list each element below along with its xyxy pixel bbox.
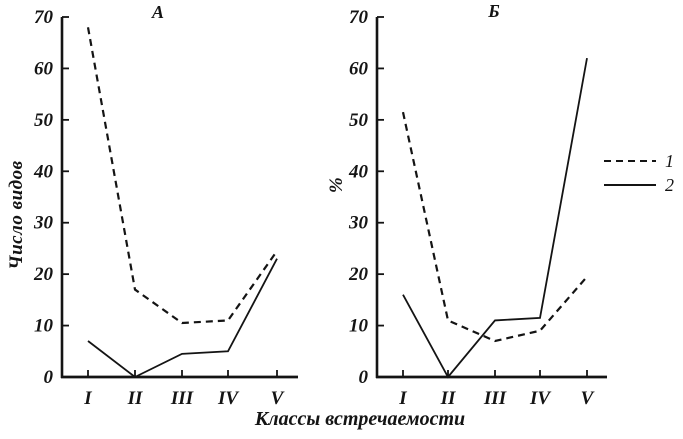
x-tick-label: I (398, 388, 407, 409)
y-tick-label: 20 (348, 264, 369, 285)
y-tick-label: 20 (33, 264, 54, 285)
y-tick-label: 40 (348, 161, 369, 182)
y-tick-label: 60 (349, 58, 369, 79)
chart-b-series-2-line (402, 57, 588, 379)
x-tick-label: IV (217, 388, 239, 409)
chart-a-series-2-line (87, 258, 278, 379)
y-tick-label: 60 (34, 58, 54, 79)
y-tick-label: 10 (349, 316, 369, 337)
legend-label-series-2: 2 (665, 175, 674, 195)
y-tick-label: 50 (349, 110, 369, 131)
y-tick-label: 30 (348, 213, 369, 234)
y-tick-label: 10 (34, 316, 54, 337)
x-tick-label: III (170, 388, 194, 409)
x-tick-label: III (483, 388, 507, 409)
chart-b-series-1-line (401, 111, 588, 343)
legend-label-series-1: 1 (665, 151, 674, 171)
legend-solid-line-sample (604, 184, 656, 186)
y-tick-label: 70 (34, 7, 54, 28)
y-tick-label: 0 (44, 367, 54, 388)
chart-a-y-axis-label: Число видов (6, 160, 27, 270)
legend-item-series-2: 2 (604, 175, 674, 195)
chart-b-y-axis-label: % (326, 176, 347, 194)
legend-dashed-line-sample (604, 160, 656, 162)
chart-a-title: А (151, 2, 164, 22)
x-tick-label: II (440, 388, 456, 409)
x-tick-label: V (271, 388, 285, 409)
legend: 1 2 (604, 151, 674, 195)
x-tick-label: I (83, 388, 92, 409)
y-tick-label: 50 (34, 110, 54, 131)
x-tick-label: II (127, 388, 143, 409)
chart-a-series-1-line (86, 27, 278, 325)
y-tick-label: 30 (33, 213, 54, 234)
y-tick-label: 0 (359, 367, 369, 388)
x-axis-label: Классы встречаемости (254, 408, 466, 430)
x-tick-label: V (581, 388, 595, 409)
y-tick-label: 70 (349, 7, 369, 28)
legend-item-series-1: 1 (604, 151, 674, 171)
x-tick-label: IV (529, 388, 551, 409)
y-tick-label: 40 (33, 161, 54, 182)
chart-b-title: Б (488, 1, 500, 21)
